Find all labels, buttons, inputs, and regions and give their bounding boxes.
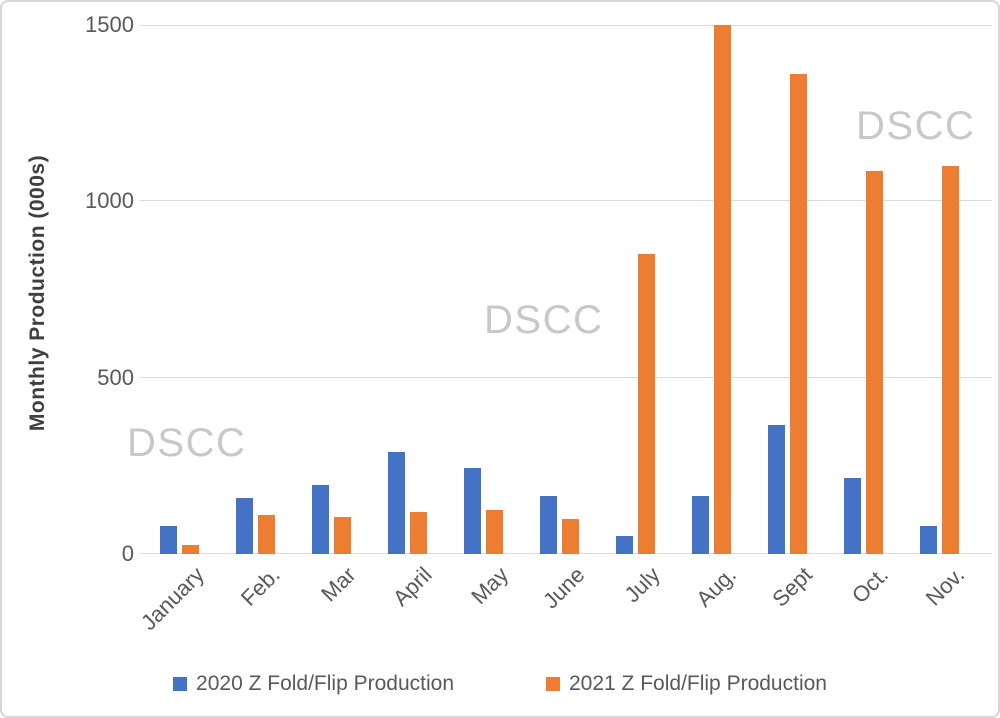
bar-2020-sept bbox=[767, 425, 785, 554]
bar-2021-july bbox=[637, 254, 655, 554]
legend-swatch-2020 bbox=[173, 677, 188, 691]
y-tick-500: 500 bbox=[97, 364, 134, 390]
y-axis-title: Monthly Production (000s) bbox=[26, 154, 49, 432]
bar-2020-july bbox=[615, 536, 633, 554]
x-label-july: July bbox=[619, 562, 665, 608]
x-label-feb: Feb. bbox=[235, 562, 285, 611]
bar-2021-nov bbox=[942, 166, 959, 554]
x-label-may: May bbox=[465, 562, 513, 610]
legend-item-2021: 2021 Z Fold/Flip Production bbox=[546, 672, 827, 696]
x-label-oct: Oct. bbox=[846, 562, 894, 609]
bar-2020-feb bbox=[235, 497, 253, 554]
legend: 2020 Z Fold/Flip Production 2021 Z Fold/… bbox=[2, 672, 998, 696]
bar-2020-april bbox=[387, 451, 405, 554]
x-label-nov: Nov. bbox=[920, 562, 970, 611]
bar-2021-january bbox=[181, 545, 199, 554]
bar-2021-aug bbox=[713, 25, 731, 554]
x-label-aug: Aug. bbox=[691, 562, 742, 612]
legend-swatch-2021 bbox=[546, 677, 560, 691]
bar-2021-june bbox=[561, 518, 579, 554]
bar-2020-january bbox=[159, 525, 177, 554]
bar-2021-mar bbox=[333, 516, 351, 554]
dscc-watermark-3: DSCC bbox=[856, 104, 976, 148]
bar-2021-oct bbox=[865, 171, 883, 554]
x-label-april: April bbox=[388, 562, 437, 611]
gridline-500 bbox=[140, 376, 992, 378]
bar-2020-nov bbox=[920, 525, 937, 554]
y-tick-1500: 1500 bbox=[85, 12, 134, 37]
bar-2020-aug bbox=[691, 495, 709, 554]
bar-2020-june bbox=[539, 495, 557, 554]
bar-2021-may bbox=[485, 509, 503, 554]
x-label-january: January bbox=[135, 562, 209, 636]
legend-item-2020: 2020 Z Fold/Flip Production bbox=[173, 672, 454, 696]
legend-label-2021: 2021 Z Fold/Flip Production bbox=[569, 672, 827, 695]
legend-label-2020: 2020 Z Fold/Flip Production bbox=[196, 672, 454, 695]
bar-2020-may bbox=[463, 467, 481, 554]
bar-2021-feb bbox=[257, 515, 275, 554]
x-label-sept: Sept bbox=[767, 562, 818, 612]
x-label-mar: Mar bbox=[316, 562, 361, 607]
x-label-june: June bbox=[537, 562, 589, 614]
bar-2021-sept bbox=[789, 74, 807, 554]
dscc-watermark-2: DSCC bbox=[484, 298, 604, 342]
plot-area bbox=[140, 25, 992, 554]
bar-2020-oct bbox=[843, 478, 861, 554]
gridline-1500 bbox=[140, 25, 992, 26]
bar-2020-mar bbox=[311, 485, 329, 554]
y-tick-1000: 1000 bbox=[85, 188, 134, 214]
gridline-1000 bbox=[140, 200, 992, 202]
bar-2021-april bbox=[409, 511, 427, 554]
dscc-watermark-1: DSCC bbox=[127, 421, 247, 465]
y-tick-0: 0 bbox=[121, 541, 134, 566]
